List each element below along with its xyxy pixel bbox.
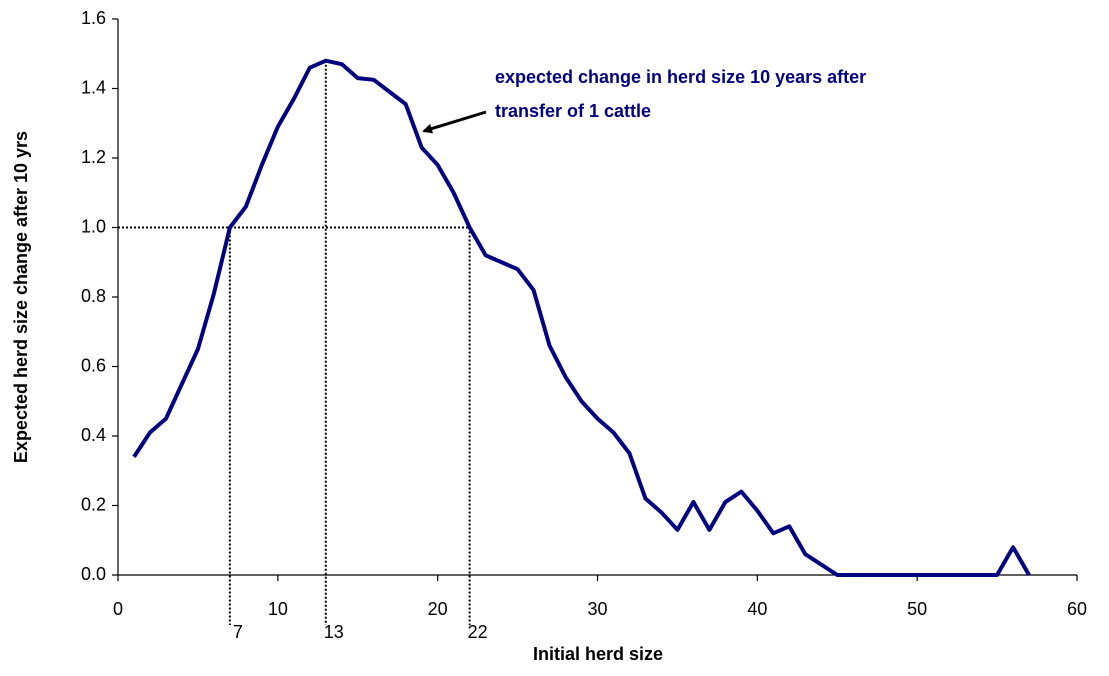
y-tick-label: 0.8 (81, 286, 106, 306)
y-tick-label: 0.4 (81, 425, 106, 445)
annotation: transfer of 1 cattle (495, 101, 651, 121)
annotation-arrow (422, 110, 487, 134)
x-axis-label: Initial herd size (533, 644, 663, 664)
marker-label: 13 (324, 622, 344, 642)
x-tick-label: 40 (747, 599, 767, 619)
marker-label: 7 (233, 622, 243, 642)
y-tick-label: 1.2 (81, 147, 106, 167)
data-line (132, 58, 1031, 577)
x-tick-label: 50 (907, 599, 927, 619)
y-tick-label: 1.0 (81, 216, 106, 236)
y-tick-label: 0.6 (81, 355, 106, 375)
marker-label: 22 (468, 622, 488, 642)
y-tick-label: 1.6 (81, 8, 106, 28)
annotation: expected change in herd size 10 years af… (495, 67, 866, 87)
y-tick-label: 0.0 (81, 564, 106, 584)
x-tick-label: 30 (587, 599, 607, 619)
y-axis-label: Expected herd size change after 10 yrs (11, 131, 31, 463)
x-tick-label: 60 (1067, 599, 1087, 619)
y-tick-label: 0.2 (81, 494, 106, 514)
x-tick-label: 10 (268, 599, 288, 619)
x-tick-label: 0 (113, 599, 123, 619)
x-tick-label: 20 (428, 599, 448, 619)
y-tick-label: 1.4 (81, 77, 106, 97)
